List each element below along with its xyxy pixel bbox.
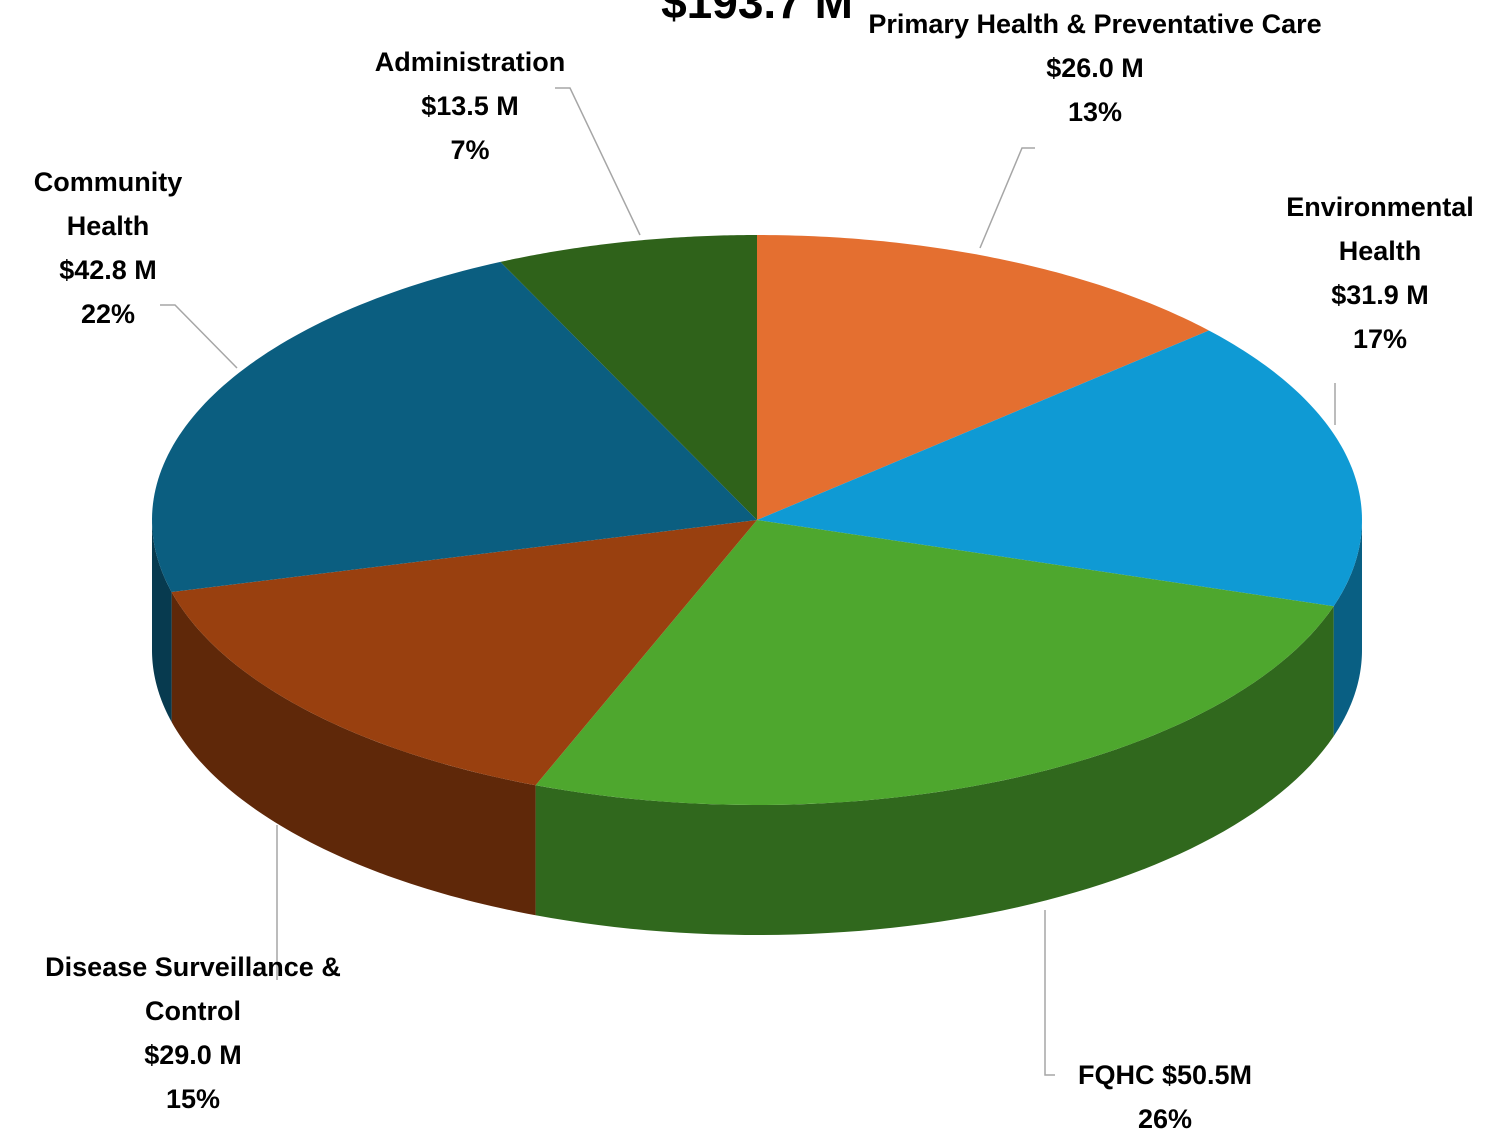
category-label: FQHC — [1077, 1060, 1155, 1090]
percent-label: 26% — [1137, 1104, 1193, 1134]
pie — [152, 235, 1362, 935]
category-label: Administration — [374, 47, 566, 77]
data-label: FQHC $50.5M 26% — [965, 1053, 1365, 1134]
data-label: Primary Health & Preventative Care $26.0 … — [795, 2, 1395, 134]
slice-side — [171, 592, 536, 916]
category-label: Disease Surveillance & Control — [45, 952, 341, 1026]
percent-label: 17% — [1352, 324, 1408, 354]
value-label: $26.0 M — [1046, 53, 1144, 83]
data-label: Disease Surveillance & Control $29.0 M 15% — [23, 945, 363, 1121]
value-label: $31.9 M — [1331, 280, 1429, 310]
slice — [152, 261, 758, 593]
slice-side — [152, 520, 172, 723]
leader-line — [979, 147, 1035, 249]
category-label: Primary Health & Preventative Care — [868, 9, 1322, 39]
category-label: Environmental Health — [1286, 192, 1474, 266]
leader-line — [160, 304, 238, 369]
slice — [757, 330, 1362, 607]
percent-label: 22% — [80, 299, 136, 329]
slice — [535, 520, 1334, 805]
category-label: Community Health — [33, 167, 183, 241]
leader-line — [1044, 910, 1055, 1076]
percent-label: 15% — [165, 1084, 221, 1114]
percent-label: 7% — [450, 135, 490, 165]
data-label: Environmental Health $31.9 M 17% — [1265, 185, 1495, 361]
slice — [757, 235, 1209, 520]
leader-line — [555, 87, 641, 236]
percent-label: 13% — [1067, 97, 1123, 127]
slice — [171, 520, 758, 786]
slice — [500, 235, 757, 520]
data-label: Administration $13.5 M 7% — [320, 40, 620, 172]
value-label: $13.5 M — [421, 91, 519, 121]
value-label: $29.0 M — [144, 1040, 242, 1070]
data-label: Community Health $42.8 M 22% — [8, 160, 208, 336]
chart-title: $193.7 M — [661, 0, 853, 28]
slice-side — [1333, 520, 1362, 737]
value-label: $50.5M — [1161, 1060, 1253, 1090]
label-line: FQHC $50.5M — [965, 1053, 1365, 1097]
slice-side — [535, 606, 1334, 935]
value-label: $42.8 M — [59, 255, 157, 285]
